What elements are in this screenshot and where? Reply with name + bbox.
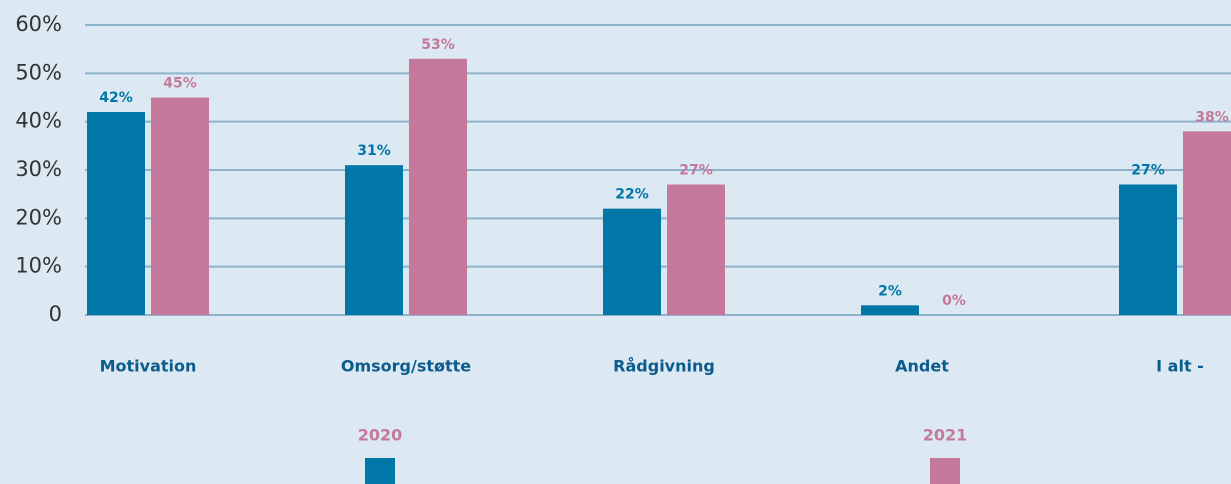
data-label: 27%: [1131, 163, 1165, 179]
y-tick-label: 20%: [15, 205, 62, 229]
x-tick-label: I alt -: [1156, 357, 1204, 376]
bar: [603, 208, 661, 315]
y-tick-label: 30%: [15, 157, 62, 181]
bar: [1119, 184, 1177, 315]
data-label: 22%: [615, 187, 649, 203]
bar: [151, 97, 209, 315]
data-label: 2%: [878, 283, 902, 299]
data-label: 27%: [679, 163, 713, 179]
legend-swatch: [365, 458, 395, 484]
data-label: 0%: [942, 293, 966, 309]
legend-label: 2020: [358, 426, 403, 445]
x-tick-label: Rådgivning: [613, 357, 715, 376]
legend-label: 2021: [923, 426, 968, 445]
legend-swatch: [930, 458, 960, 484]
bar: [345, 165, 403, 315]
data-label: 42%: [99, 90, 133, 106]
y-tick-label: 50%: [15, 60, 62, 84]
data-label: 45%: [163, 76, 197, 92]
bar: [861, 305, 919, 315]
y-tick-label: 60%: [15, 12, 62, 36]
y-tick-label: 10%: [15, 254, 62, 278]
x-tick-label: Motivation: [100, 357, 197, 376]
data-label: 31%: [357, 143, 391, 159]
data-label: 53%: [421, 37, 455, 53]
bar: [409, 58, 467, 315]
bar: [667, 184, 725, 315]
data-label: 38%: [1195, 109, 1229, 125]
x-tick-label: Omsorg/støtte: [341, 357, 471, 376]
y-tick-label: 0: [49, 302, 62, 326]
x-tick-label: Andet: [895, 357, 949, 376]
bar: [87, 112, 145, 315]
bar: [1183, 131, 1231, 315]
y-tick-label: 40%: [15, 109, 62, 133]
